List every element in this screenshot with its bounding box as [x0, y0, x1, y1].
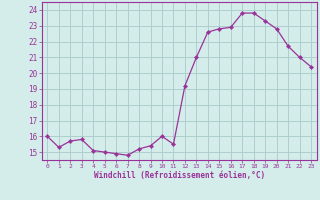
X-axis label: Windchill (Refroidissement éolien,°C): Windchill (Refroidissement éolien,°C) [94, 171, 265, 180]
